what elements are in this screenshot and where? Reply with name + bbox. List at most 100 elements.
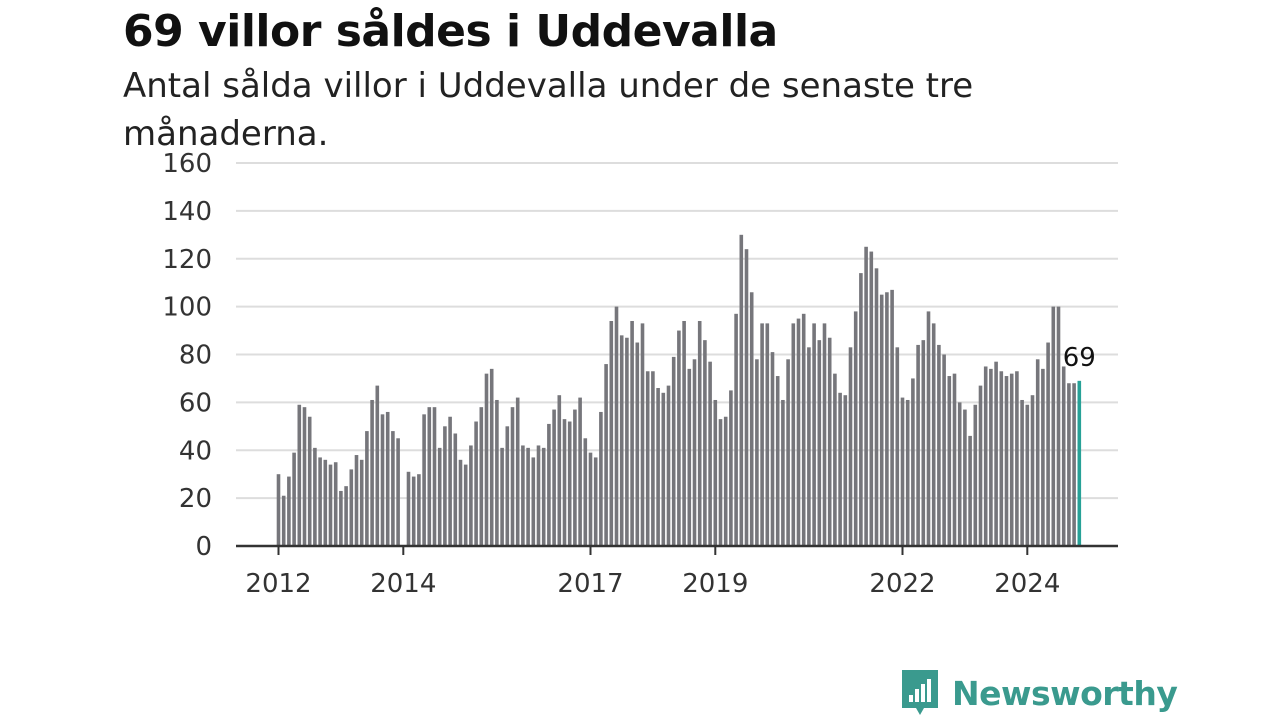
bar xyxy=(333,462,338,546)
bar xyxy=(417,474,421,546)
bar-chart-speech-bubble-icon xyxy=(902,670,938,715)
bar xyxy=(723,416,728,546)
bar xyxy=(817,340,822,546)
bar xyxy=(1072,383,1076,546)
bar xyxy=(427,407,432,546)
y-tick-label: 140 xyxy=(162,197,212,227)
bar xyxy=(812,323,816,546)
bar xyxy=(323,459,328,546)
bar xyxy=(729,390,733,546)
bar xyxy=(703,340,707,546)
y-tick-label: 60 xyxy=(179,388,212,418)
y-tick-label: 80 xyxy=(179,341,212,371)
bar xyxy=(843,395,848,546)
bar xyxy=(547,423,551,546)
bar xyxy=(713,399,718,546)
bar xyxy=(505,426,510,546)
bar xyxy=(744,249,749,546)
bar xyxy=(359,459,364,546)
bar xyxy=(1015,371,1019,546)
bar xyxy=(666,385,671,546)
highlight-value-label: 69 xyxy=(1063,343,1096,373)
bar xyxy=(469,445,473,546)
bar xyxy=(453,433,458,546)
bar xyxy=(952,373,957,546)
bar xyxy=(968,435,972,546)
bar xyxy=(848,347,853,546)
bar xyxy=(1025,404,1030,546)
bar xyxy=(718,419,723,546)
bar xyxy=(354,455,359,546)
bar xyxy=(635,342,640,546)
bar xyxy=(630,320,634,546)
bar xyxy=(905,399,910,546)
bar xyxy=(500,447,504,546)
bar xyxy=(619,335,624,546)
bar xyxy=(541,447,546,546)
bar xyxy=(531,457,536,546)
bar xyxy=(328,464,333,546)
bar xyxy=(443,426,447,546)
bar xyxy=(437,447,442,546)
bar xyxy=(1035,359,1040,546)
bar xyxy=(822,323,827,546)
bar xyxy=(656,388,660,546)
bar xyxy=(583,438,588,546)
bar xyxy=(983,366,988,546)
bars xyxy=(276,234,1082,547)
bar xyxy=(281,495,286,546)
bar xyxy=(562,419,567,546)
bar xyxy=(593,457,598,546)
bar xyxy=(313,447,317,546)
bar xyxy=(900,397,905,546)
bar xyxy=(474,421,478,546)
bar xyxy=(749,292,754,546)
bar xyxy=(999,371,1004,546)
bar xyxy=(375,385,380,546)
bar xyxy=(937,344,941,546)
x-axis xyxy=(236,544,1118,555)
bar xyxy=(578,397,582,546)
bar xyxy=(687,368,692,546)
bar xyxy=(573,409,577,546)
bar xyxy=(931,323,936,546)
bar xyxy=(307,416,312,546)
bar xyxy=(557,395,562,546)
bar xyxy=(318,457,322,546)
bar xyxy=(302,407,307,546)
bar xyxy=(807,347,811,546)
bar xyxy=(796,318,801,546)
bar xyxy=(411,476,416,546)
x-tick-label: 2019 xyxy=(682,569,748,599)
bar xyxy=(609,320,614,546)
bar xyxy=(708,361,712,546)
x-tick-label: 2024 xyxy=(994,569,1060,599)
bar xyxy=(859,273,863,546)
bar xyxy=(344,486,348,546)
bar xyxy=(942,354,946,546)
bar xyxy=(947,376,952,546)
bar xyxy=(671,356,676,546)
bar xyxy=(489,368,494,546)
bar xyxy=(432,407,437,546)
bar xyxy=(682,320,686,546)
bar xyxy=(827,337,832,546)
bar xyxy=(770,352,775,546)
bar xyxy=(625,337,629,546)
bar xyxy=(1046,342,1050,546)
bar xyxy=(349,469,354,546)
bar xyxy=(484,373,489,546)
bar xyxy=(614,306,619,547)
bar xyxy=(921,340,926,546)
y-tick-label: 100 xyxy=(162,293,212,323)
bar xyxy=(1051,306,1056,547)
x-axis-tick-labels: 2012 2014 2017 2019 2022 2024 xyxy=(245,569,1060,599)
bar xyxy=(1004,376,1009,546)
bar xyxy=(911,378,915,546)
bar xyxy=(651,371,655,546)
bar xyxy=(292,452,296,546)
bar xyxy=(760,323,764,546)
bar xyxy=(697,320,702,546)
bar xyxy=(895,347,900,546)
